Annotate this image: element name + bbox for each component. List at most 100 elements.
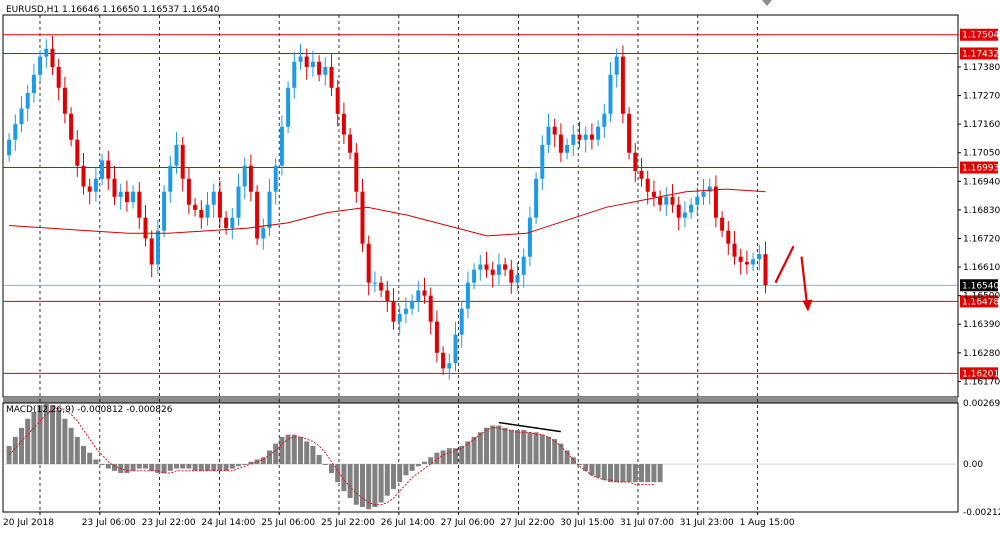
arrow-up-line [774, 245, 795, 284]
candle-body [645, 178, 650, 192]
ohlc-label: 1.16646 1.16650 1.16537 1.16540 [62, 5, 220, 15]
candle [87, 178, 92, 205]
candle [273, 157, 278, 205]
price-tick-label: 1.17380 [963, 63, 1000, 73]
candle-body [465, 282, 470, 309]
macd-tick-label: -0.002121 [963, 508, 1000, 518]
candle-body [589, 134, 594, 140]
macd-bar [149, 464, 155, 471]
candle-body [496, 264, 501, 275]
candle [211, 183, 216, 218]
candle-body [81, 165, 86, 187]
candle-body [403, 308, 408, 314]
candle [459, 300, 464, 348]
candle [31, 63, 36, 103]
candle [720, 211, 725, 238]
candle-body [118, 191, 123, 197]
candle [25, 84, 30, 122]
macd-bar [657, 464, 663, 483]
candle-body [100, 160, 105, 179]
candle-body [552, 126, 557, 135]
candle [323, 57, 328, 86]
candle-body [217, 191, 222, 218]
macd-divergence-line [498, 421, 561, 433]
candle-body [180, 144, 185, 179]
symbol-label: EURUSD,H1 [6, 5, 59, 15]
candle-body [168, 165, 173, 192]
candle [50, 36, 55, 76]
macd-bar [397, 464, 403, 483]
time-tick-label: 31 Jul 23:00 [680, 518, 734, 528]
price-tick-label: 1.16830 [963, 206, 1000, 216]
candle-body [273, 165, 278, 192]
candle-body [720, 217, 725, 231]
macd-bar [273, 443, 279, 465]
candle-body [682, 212, 687, 218]
candle-body [689, 204, 694, 213]
price-levels: 1.17504 1.17432 1.16993 1.16478 1.16201 1.165… [3, 28, 999, 380]
macd-bar [465, 441, 471, 465]
macd-bar [329, 464, 334, 474]
candle-body [25, 92, 30, 109]
candle [627, 107, 632, 160]
price-panel-border [2, 14, 959, 398]
candle-body [292, 61, 297, 88]
macd-bar [180, 464, 186, 469]
macd-bar [136, 464, 142, 469]
macd-bar [496, 425, 502, 465]
candle [428, 287, 433, 335]
macd-bar [539, 434, 545, 465]
candle-body [211, 191, 216, 205]
candle-body [633, 152, 638, 171]
macd-bar [453, 448, 458, 465]
candle-body [224, 217, 229, 229]
candle-body [422, 290, 427, 296]
candle [193, 198, 198, 217]
macd-bar [614, 464, 620, 483]
macd-bar [639, 464, 644, 483]
macd-bar [99, 464, 105, 466]
price-tick-label: 1.16940 [963, 177, 1000, 187]
macd-bar [502, 427, 508, 465]
candle [602, 104, 607, 138]
ma-polyline [9, 188, 766, 237]
candle [168, 156, 173, 203]
candle-body [13, 124, 18, 140]
candle [744, 250, 749, 275]
macd-panel: 0.002697 0.00 -0.002121 [3, 399, 1000, 518]
candle-body [87, 186, 92, 192]
price-tick-label: 1.16390 [963, 320, 1000, 330]
candle [478, 254, 483, 281]
macd-bar [353, 464, 359, 505]
macd-bar [105, 464, 111, 469]
candle [472, 263, 477, 290]
macd-signal-line [8, 407, 654, 506]
macd-tick-label: 0.00 [963, 460, 983, 470]
macd-bar [174, 464, 179, 469]
macd-bar [167, 464, 173, 471]
macd-bar [279, 436, 285, 465]
candle-body [75, 139, 80, 166]
candle [317, 55, 322, 82]
candle [496, 253, 501, 285]
candle-body [261, 228, 266, 239]
macd-bar [50, 405, 55, 465]
macd-bar [558, 443, 564, 465]
candle [174, 132, 179, 174]
time-axis: 20 Jul 2018 23 Jul 06:00 23 Jul 22:00 24 Ju… [3, 512, 795, 528]
candle [360, 178, 365, 252]
macd-bar [205, 464, 210, 471]
candle-body [676, 204, 681, 218]
time-tick-label: 23 Jul 06:00 [82, 518, 136, 528]
time-tick-label: 27 Jul 06:00 [441, 518, 495, 528]
candle [255, 185, 260, 245]
macd-bar [384, 464, 390, 496]
time-tick-label: 24 Jul 14:00 [201, 518, 255, 528]
macd-bar [37, 405, 43, 465]
candle-body [69, 113, 74, 140]
macd-bar [521, 430, 527, 465]
candle [279, 115, 284, 176]
macd-bar [428, 457, 434, 465]
level-label-2: 1.16993 [962, 164, 999, 174]
macd-bar [93, 459, 99, 465]
